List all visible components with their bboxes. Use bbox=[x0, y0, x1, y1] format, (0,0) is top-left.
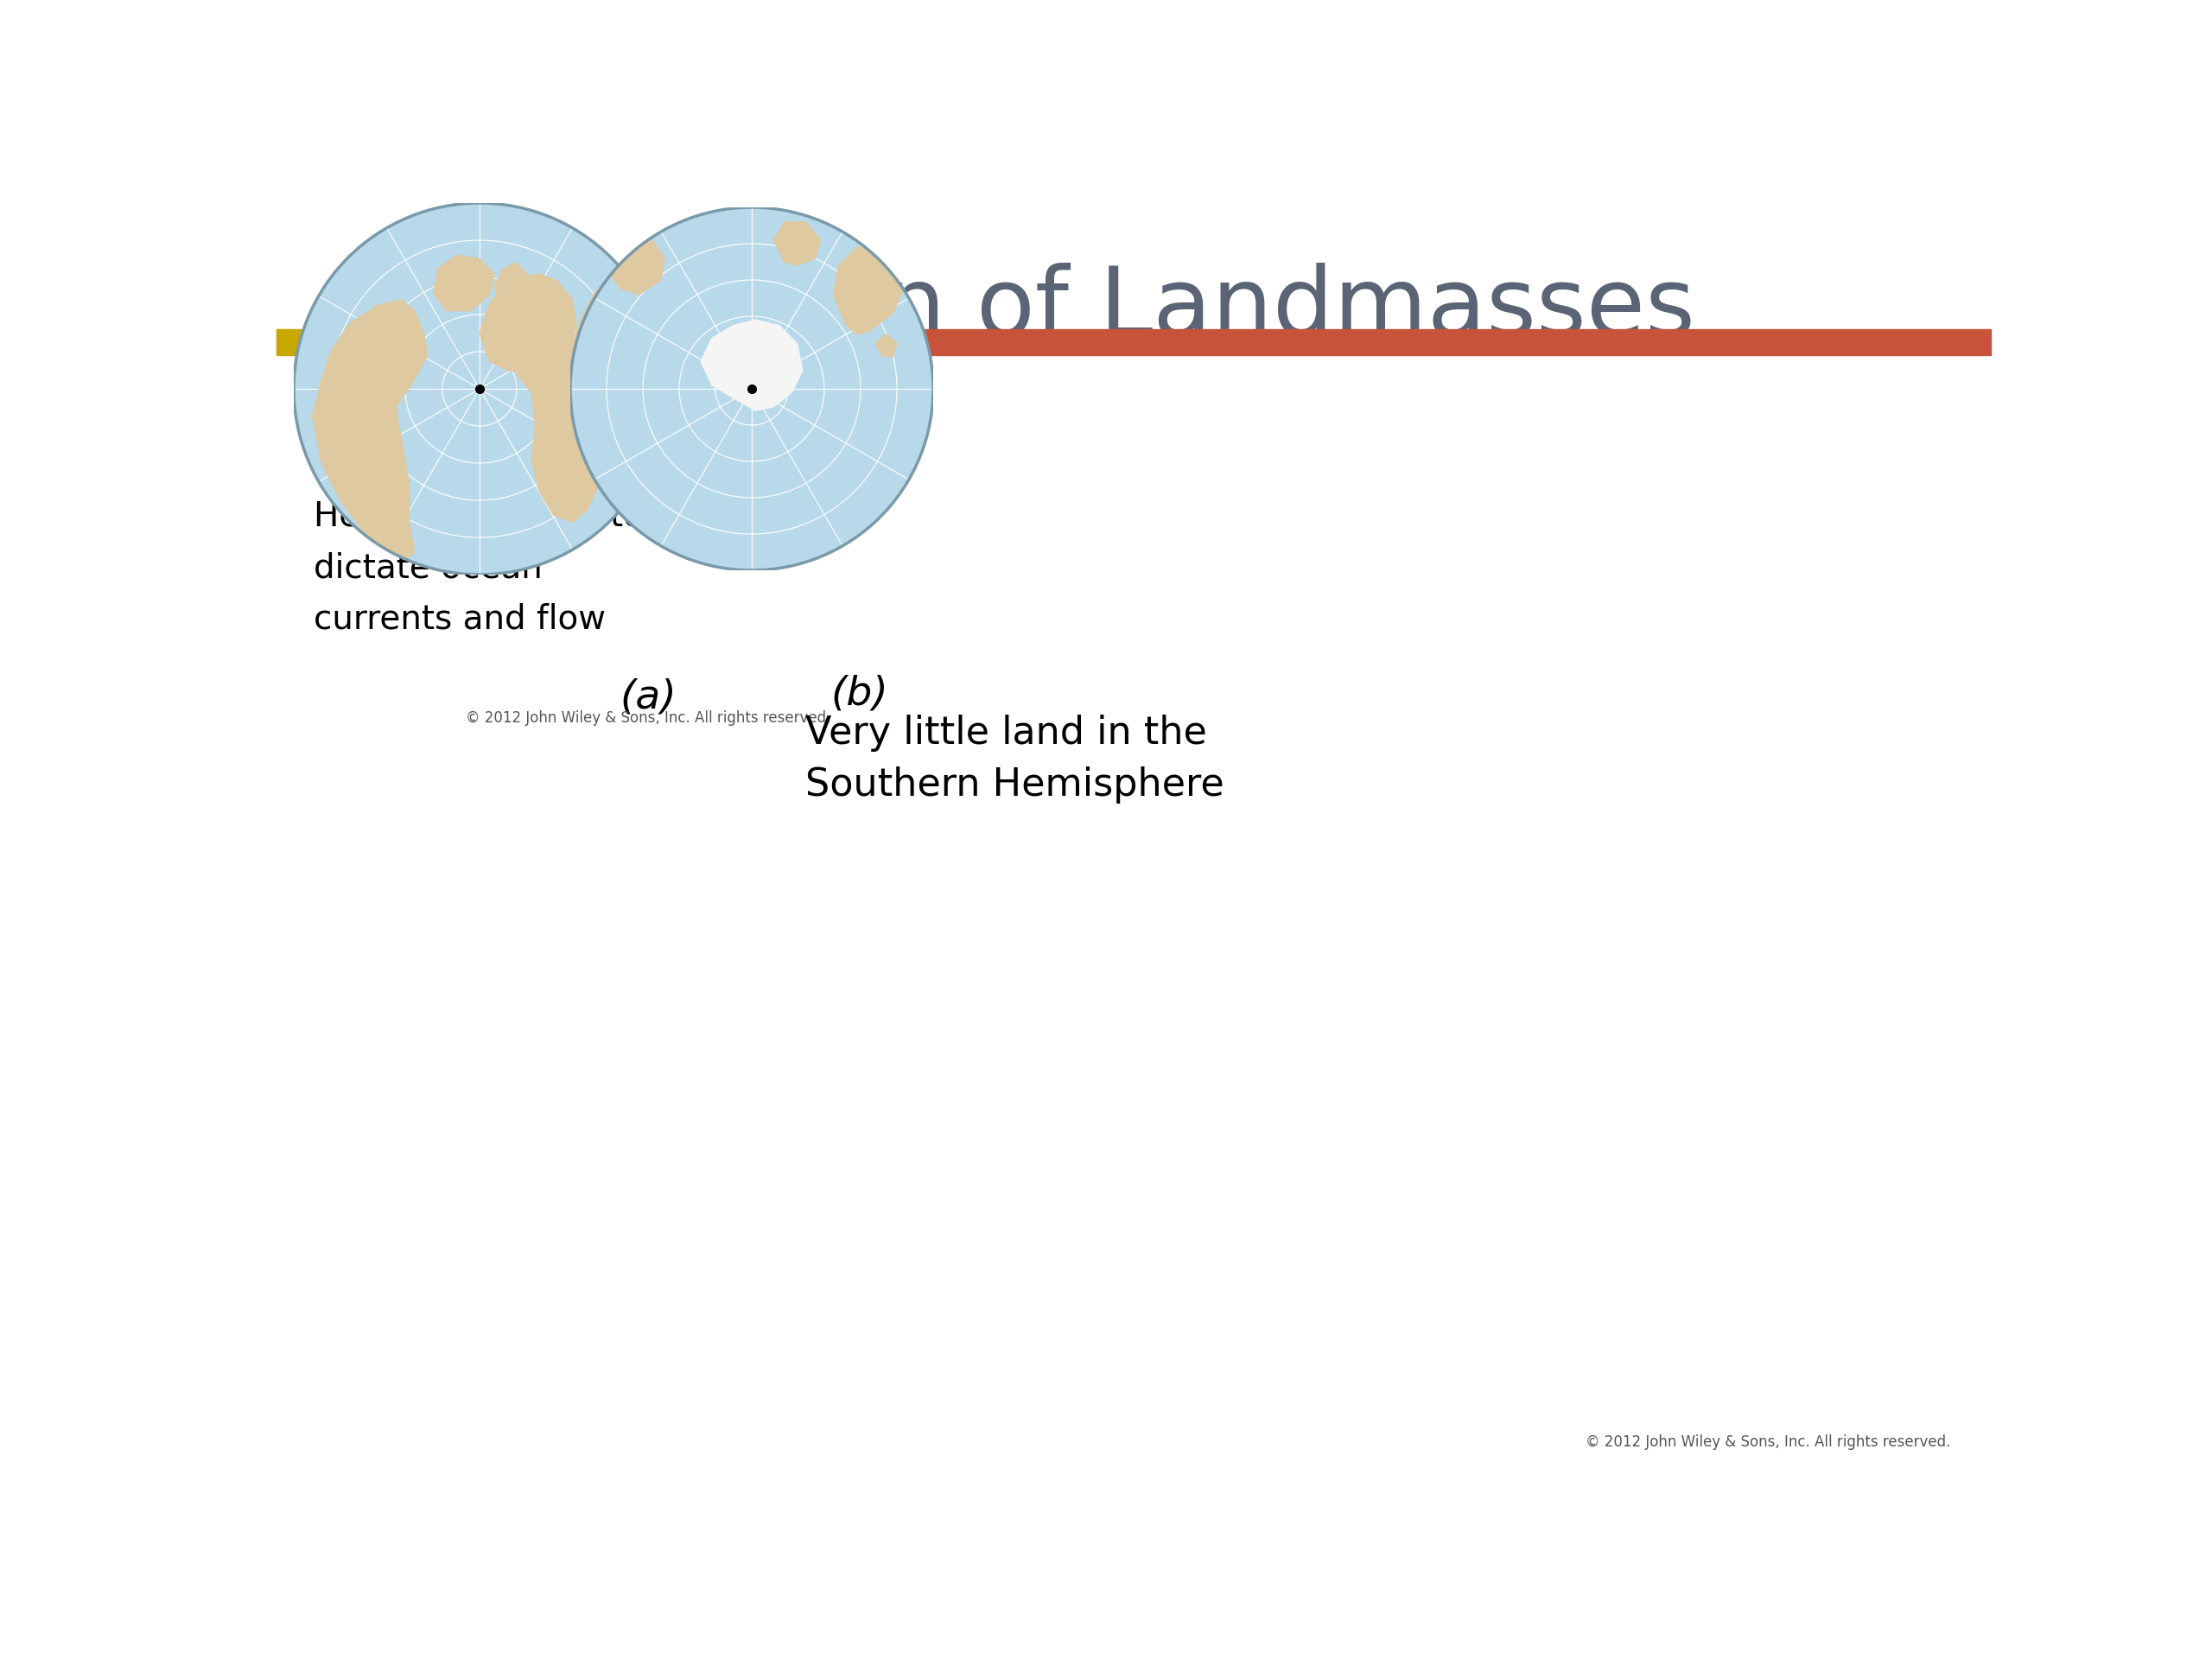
Text: Position of Landmasses: Position of Landmasses bbox=[573, 262, 1694, 355]
Text: © 2012 John Wiley & Sons, Inc. All rights reserved.: © 2012 John Wiley & Sons, Inc. All right… bbox=[1586, 1435, 1951, 1450]
Text: Large landmasses in
the Northern
Hemisphere help to
dictate ocean
currents and f: Large landmasses in the Northern Hemisph… bbox=[314, 398, 659, 635]
Text: Very little land in the
Southern Hemisphere: Very little land in the Southern Hemisph… bbox=[805, 715, 1225, 803]
Text: (b): (b) bbox=[830, 675, 887, 713]
Polygon shape bbox=[606, 234, 664, 295]
Polygon shape bbox=[876, 335, 896, 357]
Polygon shape bbox=[701, 320, 803, 411]
Bar bbox=[374, 328, 1991, 355]
Polygon shape bbox=[518, 274, 646, 523]
Polygon shape bbox=[434, 255, 495, 310]
Polygon shape bbox=[774, 222, 821, 265]
Polygon shape bbox=[312, 300, 427, 566]
Text: © 2012 John Wiley & Sons, Inc. All rights reserved.: © 2012 John Wiley & Sons, Inc. All right… bbox=[467, 710, 832, 725]
Polygon shape bbox=[495, 262, 526, 305]
Circle shape bbox=[571, 207, 933, 571]
Circle shape bbox=[294, 202, 666, 574]
Polygon shape bbox=[480, 274, 575, 373]
Polygon shape bbox=[834, 244, 907, 335]
Bar bbox=[276, 328, 369, 355]
Text: (a): (a) bbox=[619, 679, 677, 717]
